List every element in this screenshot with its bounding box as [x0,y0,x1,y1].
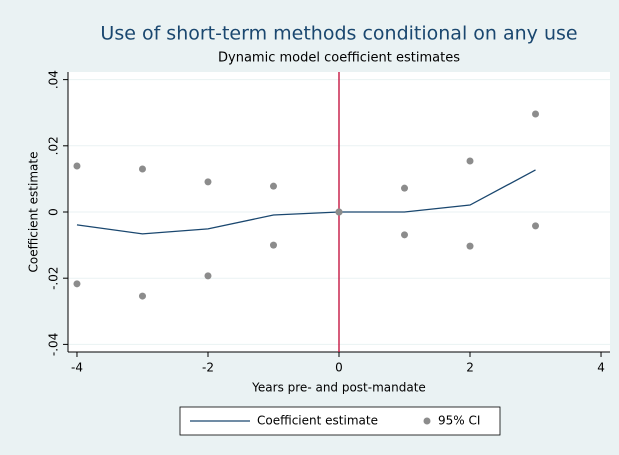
ci-point [335,208,343,216]
x-tick-label: -4 [71,361,83,375]
legend-label: Coefficient estimate [257,414,378,428]
ci-point [138,165,146,173]
chart-title: Use of short-term methods conditional on… [100,23,577,45]
ci-point [73,280,81,288]
series-line [76,169,536,235]
x-tick-label: 4 [597,361,605,375]
y-tick-label: -.02 [47,266,61,289]
ci-point [269,182,277,190]
x-axis-title: Years pre- and post-mandate [251,381,426,395]
legend-dot [423,417,431,425]
ci-point [269,241,277,249]
y-tick-label: -.04 [47,333,61,356]
x-tick-label: 2 [466,361,474,375]
ci-point [532,110,540,118]
chart-subtitle: Dynamic model coefficient estimates [218,51,460,66]
ci-point [466,157,474,165]
x-tick-label: -2 [202,361,214,375]
legend-label: 95% CI [438,414,480,428]
x-tick-label: 0 [335,361,343,375]
ci-point [204,178,212,186]
y-tick-label: .04 [47,70,61,89]
y-tick-label: .02 [47,136,61,155]
y-tick-label: 0 [47,208,61,216]
ci-point [204,272,212,280]
ci-point [466,242,474,250]
ci-point [532,222,540,230]
ci-point [401,184,409,192]
ci-point [138,292,146,300]
y-axis-title: Coefficient estimate [27,152,41,273]
ci-point [73,162,81,170]
ci-point [401,231,409,239]
